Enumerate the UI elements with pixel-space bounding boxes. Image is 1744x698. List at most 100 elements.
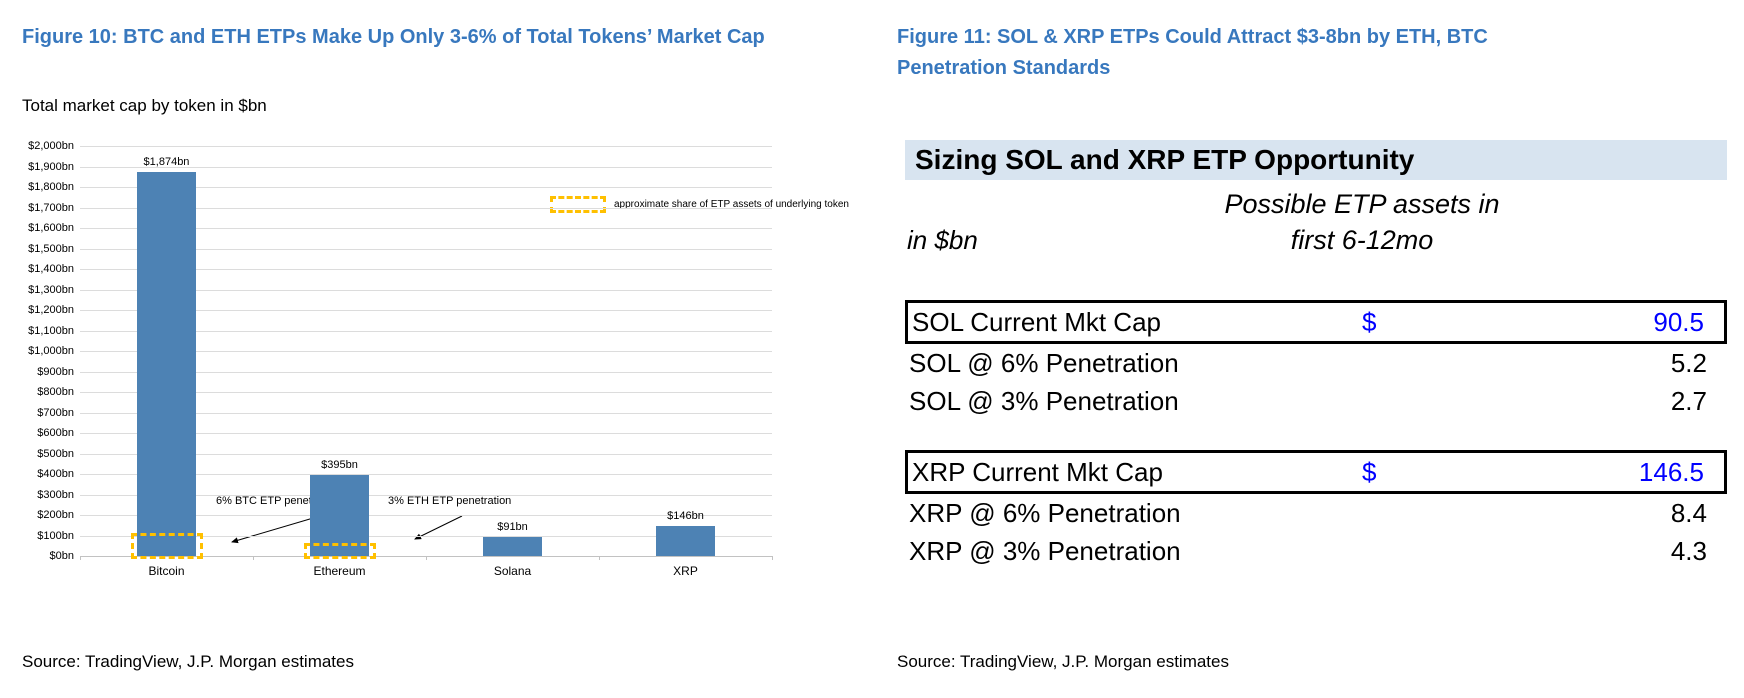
row-label: XRP Current Mkt Cap: [912, 457, 1163, 487]
chart-legend: approximate share of ETP assets of under…: [550, 196, 849, 213]
market-cap-bar-chart: approximate share of ETP assets of under…: [10, 128, 849, 598]
row-currency: [1359, 382, 1419, 420]
possible-assets-column-header: Possible ETP assets in first 6-12mo: [1167, 186, 1727, 258]
y-axis-tick-label: $300bn: [37, 488, 74, 501]
row-label: SOL @ 6% Penetration: [909, 348, 1179, 378]
y-axis-tick-label: $1,600bn: [28, 222, 74, 234]
row-value: 4.3: [1670, 536, 1707, 566]
x-axis-label: XRP: [673, 564, 698, 578]
gridline: [80, 453, 772, 455]
sizing-sol-xrp-table: Sizing SOL and XRP ETP Opportunity in $b…: [905, 140, 1727, 570]
x-axis-tick: [772, 556, 773, 560]
y-axis-tick-label: $2,000bn: [28, 140, 74, 152]
row-value: 90.5: [1653, 307, 1704, 337]
y-axis-tick-label: $0bn: [49, 550, 74, 562]
table-row: SOL @ 6% Penetration 5.2: [905, 344, 1727, 382]
row-currency: $: [1362, 457, 1377, 487]
y-axis-tick-label: $1,300bn: [28, 283, 74, 296]
row-label: XRP @ 3% Penetration: [909, 536, 1181, 566]
y-axis-tick-label: $400bn: [37, 468, 74, 480]
x-axis-tick: [599, 556, 600, 560]
bar-solana: [483, 537, 542, 556]
figure10-title: Figure 10: BTC and ETH ETPs Make Up Only…: [22, 26, 765, 48]
row-value: 8.4: [1670, 498, 1707, 528]
table-row: XRP @ 6% Penetration 8.4: [905, 494, 1727, 532]
y-axis-tick-label: $700bn: [37, 406, 74, 419]
row-currency: [1359, 344, 1419, 382]
gridline: [80, 494, 772, 496]
y-axis-tick-label: $1,200bn: [28, 304, 74, 316]
table-row: SOL Current Mkt Cap $90.5: [905, 300, 1727, 344]
row-label: XRP @ 6% Penetration: [909, 498, 1181, 528]
table-spacer: [905, 420, 1727, 450]
y-axis-tick-label: $1,900bn: [28, 160, 74, 173]
table-column-headers: in $bn Possible ETP assets in first 6-12…: [905, 186, 1727, 258]
row-currency: $: [1362, 307, 1377, 337]
y-axis-tick-label: $600bn: [37, 427, 74, 439]
x-axis-label: Ethereum: [313, 564, 366, 578]
y-axis-tick-label: $200bn: [37, 509, 74, 521]
y-axis-tick-label: $1,000bn: [28, 345, 74, 357]
figure11-title: Figure 11: SOL & XRP ETPs Could Attract …: [897, 26, 1488, 79]
gridline: [80, 310, 772, 311]
y-axis-tick-label: $1,100bn: [28, 324, 74, 337]
units-column-header: in $bn: [907, 225, 978, 255]
row-currency: [1359, 532, 1419, 570]
y-axis-tick-label: $800bn: [37, 386, 74, 398]
gridline: [80, 269, 772, 270]
gridline: [80, 187, 772, 188]
gridline: [80, 166, 772, 168]
figure11-source: Source: TradingView, J.P. Morgan estimat…: [897, 652, 1229, 671]
gridline: [80, 412, 772, 414]
table-title-band: Sizing SOL and XRP ETP Opportunity: [905, 140, 1727, 180]
gridline: [80, 289, 772, 291]
bar-ethereum: [310, 475, 369, 556]
bar-value-label: $146bn: [667, 510, 704, 523]
row-value: 5.2: [1670, 348, 1707, 378]
y-axis-tick-label: $900bn: [37, 365, 74, 378]
bar-bitcoin: [137, 171, 196, 556]
gridline: [80, 330, 772, 332]
gridline: [80, 535, 772, 537]
bar-value-label: $91bn: [497, 521, 528, 534]
gridline: [80, 207, 772, 209]
table-row: SOL @ 3% Penetration 2.7: [905, 382, 1727, 420]
gridline: [80, 371, 772, 373]
figure-10: Figure 10: BTC and ETH ETPs Make Up Only…: [10, 20, 870, 690]
legend-dashed-swatch-icon: [550, 196, 606, 213]
row-currency: [1359, 494, 1419, 532]
y-axis-tick-label: $1,800bn: [28, 181, 74, 193]
x-axis-label: Solana: [493, 564, 532, 578]
gridline: [80, 474, 772, 475]
etp-share-highlight-box: [303, 543, 376, 559]
figure-11: Figure 11: SOL & XRP ETPs Could Attract …: [895, 20, 1744, 690]
table-row: XRP Current Mkt Cap $146.5: [905, 450, 1727, 494]
legend-label: approximate share of ETP assets of under…: [614, 199, 849, 210]
gridline: [80, 392, 772, 393]
figure10-source: Source: TradingView, J.P. Morgan estimat…: [22, 652, 354, 671]
row-label: SOL Current Mkt Cap: [912, 307, 1162, 337]
gridline: [80, 433, 772, 434]
y-axis-tick-label: $1,700bn: [28, 201, 74, 214]
row-value: 146.5: [1638, 457, 1704, 487]
table-rows: SOL Current Mkt Cap $90.5 SOL @ 6% Penetra…: [905, 300, 1727, 570]
bar-value-label: $1,874bn: [143, 155, 190, 168]
x-axis-tick: [253, 556, 254, 560]
gridline: [80, 228, 772, 229]
bar-value-label: $395bn: [321, 459, 358, 472]
possible-assets-line1: Possible ETP assets in: [1224, 189, 1500, 219]
table-row: XRP @ 3% Penetration 4.3: [905, 532, 1727, 570]
gridline: [80, 248, 772, 250]
row-label: SOL @ 3% Penetration: [909, 386, 1179, 416]
gridline: [80, 351, 772, 352]
possible-assets-line2: first 6-12mo: [1290, 225, 1434, 255]
y-axis-tick-label: $500bn: [37, 447, 74, 460]
x-axis-tick: [426, 556, 427, 560]
etp-share-highlight-box: [130, 533, 203, 559]
y-axis-tick-label: $1,500bn: [28, 242, 74, 255]
x-axis-label: Bitcoin: [148, 564, 185, 578]
gridline: [80, 146, 772, 147]
y-axis-tick-label: $100bn: [37, 529, 74, 542]
y-axis-tick-label: $1,400bn: [28, 263, 74, 275]
